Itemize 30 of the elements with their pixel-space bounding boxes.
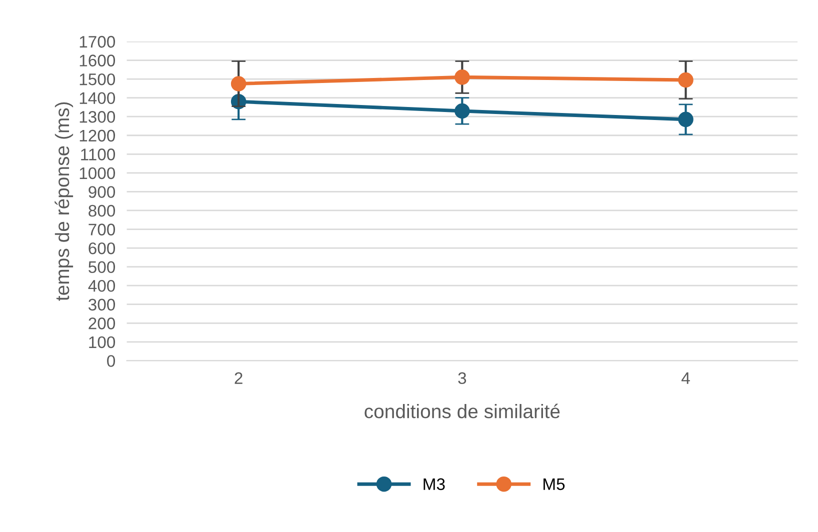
y-axis-title: temps de réponse (ms): [54, 102, 74, 301]
y-tick-label: 1200: [80, 130, 116, 142]
y-tick-label: 900: [88, 186, 116, 198]
y-tick-label: 400: [88, 280, 116, 292]
x-axis-title: conditions de similarité: [364, 404, 560, 418]
y-tick-label: 500: [88, 261, 116, 274]
y-tick-label: 1700: [80, 36, 116, 48]
y-tick-label: 0: [107, 355, 116, 367]
point: [454, 70, 470, 85]
y-tick-label: 1100: [81, 148, 116, 160]
x-tick-label: 4: [682, 372, 690, 384]
y-tick-label: 100: [89, 336, 116, 348]
point: [230, 76, 246, 92]
legend-label: M5: [544, 478, 565, 490]
point: [678, 72, 694, 88]
y-tick-label: 200: [88, 318, 116, 330]
y-tick-label: 1400: [80, 92, 116, 104]
point: [454, 103, 470, 119]
point: [678, 112, 694, 128]
legend-label: M3: [424, 478, 445, 490]
y-tick-label: 600: [88, 242, 116, 254]
y-tick-label: 700: [88, 224, 116, 236]
y-tick-label: 1300: [80, 111, 116, 123]
y-tick-label: 1500: [80, 73, 116, 86]
x-tick-label: 2: [234, 372, 242, 384]
y-tick-label: 1600: [80, 54, 116, 66]
y-tick-label: 300: [88, 298, 116, 311]
y-tick-label: 1000: [80, 167, 116, 180]
x-tick-label: 3: [458, 372, 466, 384]
y-tick-label: 800: [88, 204, 116, 217]
